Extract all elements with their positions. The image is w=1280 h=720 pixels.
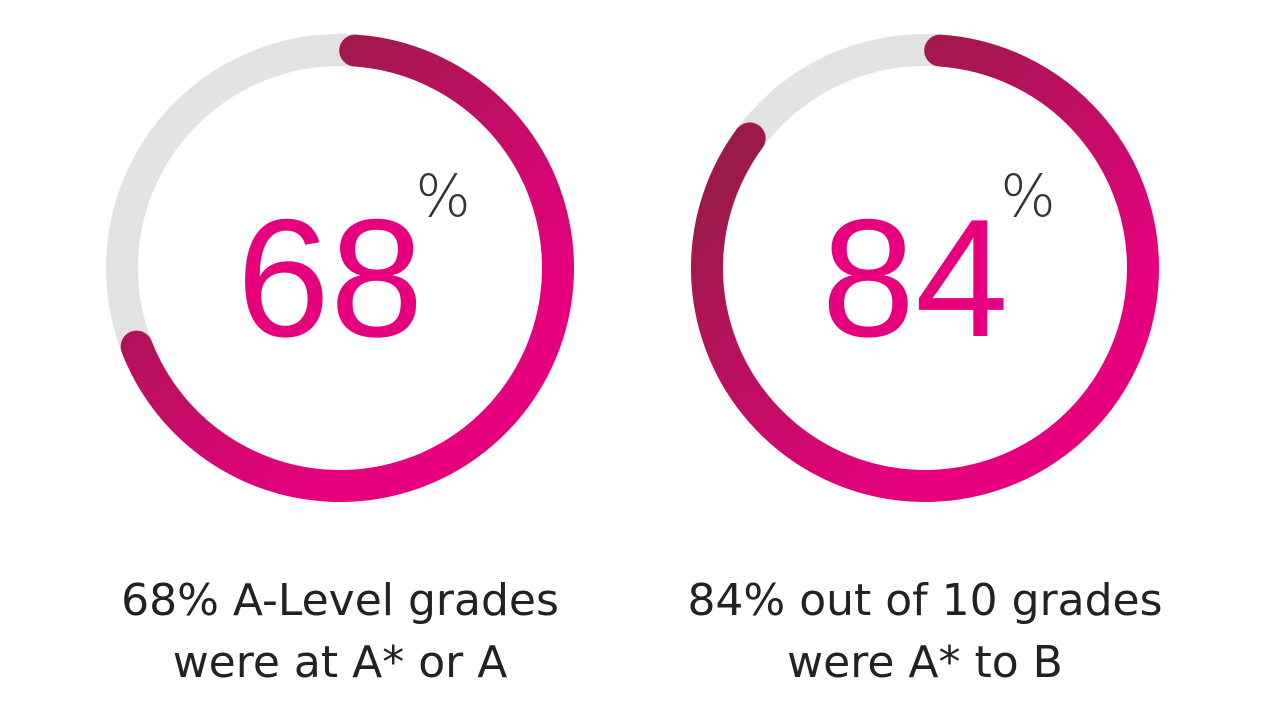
gauge-arc xyxy=(691,34,1159,503)
caption: were at A* or A xyxy=(173,637,508,688)
caption: 68% A-Level grades xyxy=(121,575,559,626)
gauge-unit: % xyxy=(1000,162,1055,230)
gauge-arc xyxy=(106,34,574,502)
gauge-value: 68 xyxy=(237,184,424,372)
gauge-unit: % xyxy=(415,162,470,230)
caption: 84% out of 10 grades xyxy=(687,575,1162,626)
gauge-value: 84 xyxy=(822,184,1009,372)
caption: were A* to B xyxy=(787,637,1063,688)
